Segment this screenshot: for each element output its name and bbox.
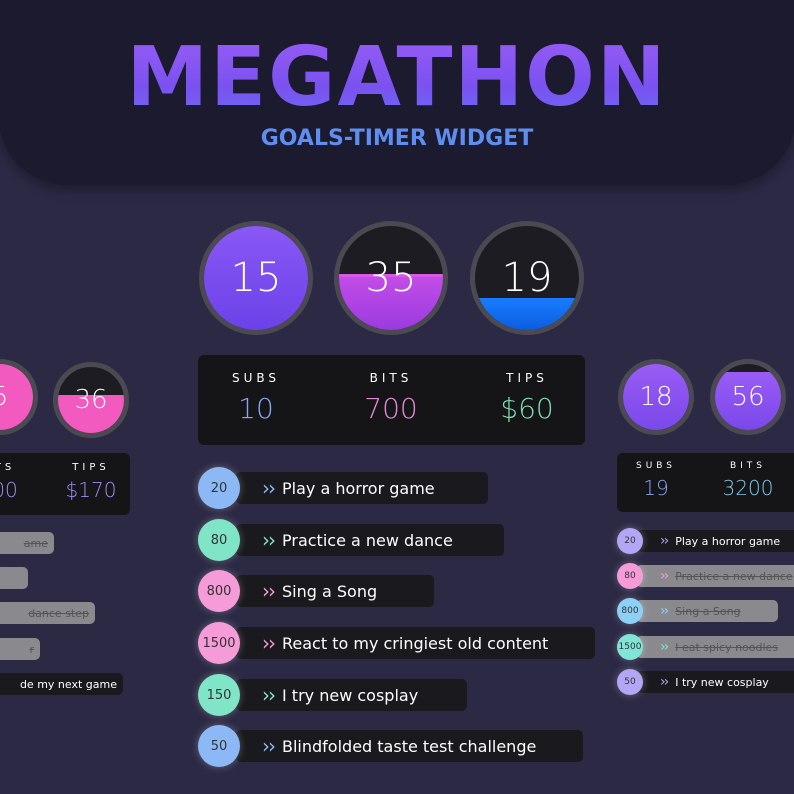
circle-number: 18 <box>639 382 673 412</box>
stats-box <box>198 355 585 445</box>
goal-amount: 800 <box>198 570 240 612</box>
chevrons: ›› <box>262 734 276 758</box>
goal-text: ame <box>23 536 48 550</box>
progress-circle: 56 <box>710 359 786 435</box>
progress-fill <box>339 274 443 330</box>
stats-box <box>0 453 130 515</box>
stat-label: SUBS <box>635 461 677 471</box>
goal-amount: 50 <box>198 725 240 767</box>
progress-fill <box>58 395 124 433</box>
circle-number: 19 <box>501 255 553 301</box>
circle-number: 35 <box>365 255 417 301</box>
goal-amount: 20 <box>198 467 240 509</box>
circle-number: 36 <box>74 385 108 415</box>
stat-label: TIPS <box>506 371 548 385</box>
stat-value: $170 <box>65 478 117 502</box>
goal-amount: 20 <box>617 528 643 554</box>
goal-amount: 1500 <box>617 634 643 660</box>
goal-bar: r <box>0 638 40 660</box>
chevrons: ›› <box>262 579 276 603</box>
circle-number: 5 <box>0 364 33 430</box>
chevrons: ›› <box>262 631 276 655</box>
goal-bar: ›› Play a horror game <box>636 530 794 552</box>
stat-value: $60 <box>500 392 554 425</box>
goal-text: r <box>29 642 34 656</box>
goal-amount: 50 <box>617 669 643 695</box>
stat-value: 10 <box>238 392 274 425</box>
goal-amount: 150 <box>198 674 240 716</box>
stat-value: 19 <box>643 476 669 500</box>
goal-text: Play a horror game <box>282 478 435 498</box>
circle-number: 56 <box>731 382 765 412</box>
chevrons: ›› <box>660 674 669 690</box>
chevrons: ›› <box>262 683 276 707</box>
chevrons: ›› <box>660 568 669 584</box>
goal-bar: dance step <box>0 602 95 624</box>
subtitle: GOALS-TIMER WIDGET <box>260 126 534 151</box>
chevrons: ›› <box>262 528 276 552</box>
header-panel <box>0 0 794 185</box>
goal-amount: 80 <box>617 563 643 589</box>
goal-text: dance step <box>28 606 89 620</box>
chevrons: ›› <box>660 533 669 549</box>
goal-bar: ›› I try new cosplay <box>636 671 794 693</box>
goal-text: I eat spicy noodles <box>675 640 779 654</box>
goal-text: I try new cosplay <box>675 675 769 689</box>
goal-amount: 800 <box>617 598 643 624</box>
title: MEGATHON <box>0 30 794 125</box>
stat-label: SUBS <box>231 371 281 385</box>
goal-text: Practice a new dance <box>282 530 453 550</box>
progress-circle: 35 <box>334 221 448 335</box>
stat-label: TS <box>0 462 16 473</box>
goal-bar: ›› Sing a Song <box>636 600 778 622</box>
chevrons: ›› <box>262 476 276 500</box>
goal-bar: ›› Practice a new dance <box>636 565 794 587</box>
stat-value: 00 <box>0 478 18 502</box>
chevrons: ›› <box>660 603 669 619</box>
progress-fill <box>204 226 308 330</box>
goal-text: Play a horror game <box>675 534 781 548</box>
stat-value: 3200 <box>722 476 774 500</box>
progress-circle: 36 <box>53 362 129 438</box>
stat-label: TIPS <box>72 462 110 473</box>
goal-text: React to my cringiest old content <box>282 633 549 653</box>
goal-bar: ›› I eat spicy noodles <box>636 636 794 658</box>
goal-bar: ›› Blindfolded taste test challenge <box>236 730 583 762</box>
progress-fill <box>623 364 689 430</box>
stat-label: BITS <box>729 461 767 471</box>
circle-number: 15 <box>230 255 282 301</box>
progress-circle: 5 <box>0 359 38 435</box>
goal-text: Sing a Song <box>675 604 741 618</box>
chevrons: ›› <box>660 639 669 655</box>
goal-bar: ›› Play a horror game <box>236 472 488 504</box>
goal-text: Practice a new dance <box>675 569 793 583</box>
goal-bar: ame <box>0 532 54 554</box>
goal-text: Blindfolded taste test challenge <box>282 736 537 756</box>
goal-bar: ›› Sing a Song <box>236 575 434 607</box>
progress-fill <box>715 372 781 430</box>
goal-text: de my next game <box>19 677 117 691</box>
goal-text: Sing a Song <box>282 581 378 601</box>
progress-circle: 18 <box>618 359 694 435</box>
progress-circle: 19 <box>470 221 584 335</box>
goal-amount: 1500 <box>198 622 240 664</box>
goal-bar <box>0 567 28 589</box>
stat-value: 700 <box>364 392 418 425</box>
stat-label: BITS <box>369 371 413 385</box>
goal-bar: de my next game <box>0 673 123 695</box>
goal-bar: ›› React to my cringiest old content <box>236 627 595 659</box>
stats-box <box>617 453 794 512</box>
progress-circle: 15 <box>199 221 313 335</box>
goal-bar: ›› I try new cosplay <box>236 679 467 711</box>
progress-fill <box>475 298 579 330</box>
goal-amount: 80 <box>198 519 240 561</box>
progress-fill <box>0 364 33 430</box>
goal-text: I try new cosplay <box>282 685 419 705</box>
goal-bar: ›› Practice a new dance <box>236 524 504 556</box>
